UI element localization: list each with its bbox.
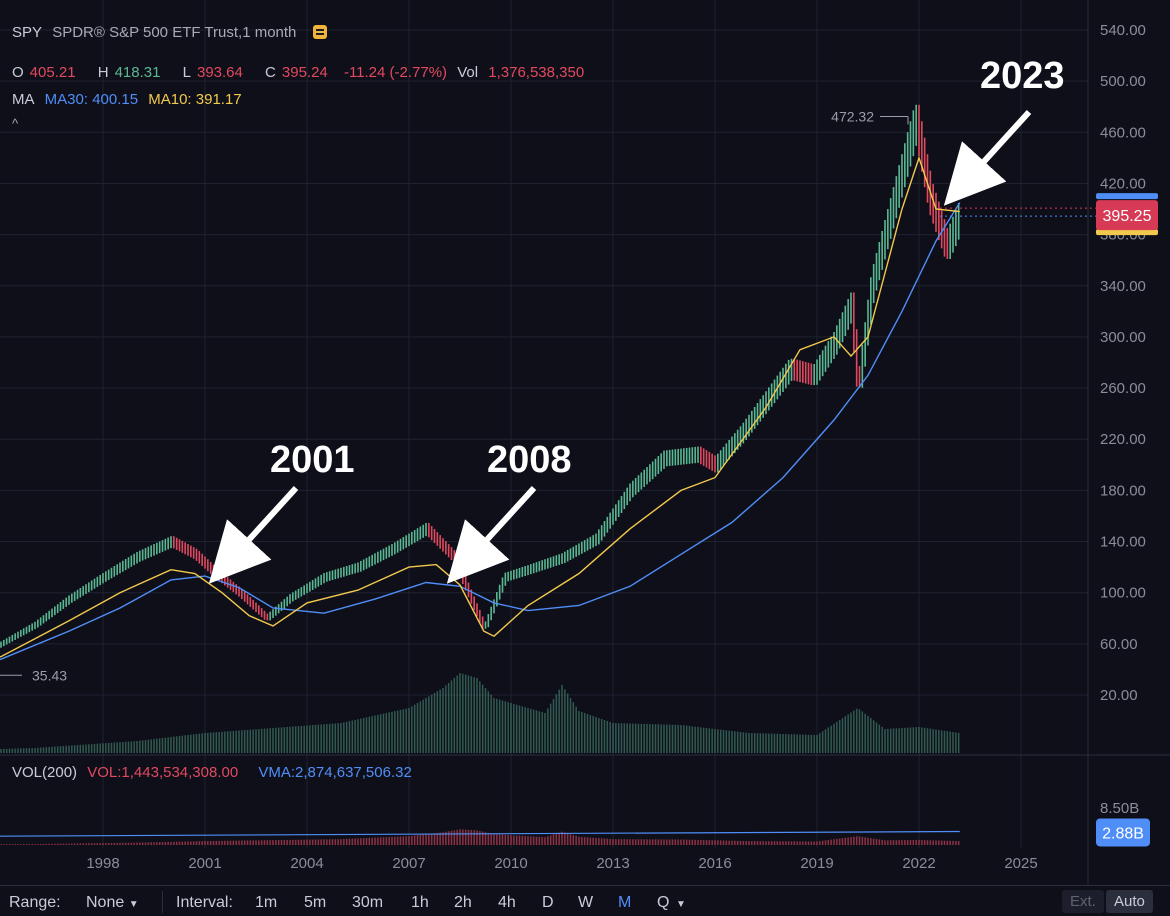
y-tick-label: 180.00 <box>1100 482 1146 499</box>
list-icon[interactable] <box>312 25 327 39</box>
x-tick-label: 2007 <box>392 855 425 872</box>
interval-more-icon[interactable]: ▼ <box>676 899 686 910</box>
low-marker-label: 35.43 <box>32 667 67 683</box>
interval-2h[interactable]: 2h <box>454 894 472 911</box>
volume-legend: VOL(200) VOL:1,443,534,308.00 VMA:2,874,… <box>12 764 418 781</box>
volume-value: VOL:1,443,534,308.00 <box>87 764 239 781</box>
interval-5m[interactable]: 5m <box>304 894 327 911</box>
x-tick-label: 2025 <box>1004 855 1037 872</box>
auto-scale-button[interactable]: Auto <box>1106 890 1153 913</box>
range-value: None <box>86 894 125 911</box>
interval-D[interactable]: D <box>542 894 554 911</box>
ma10-line <box>0 155 960 658</box>
x-tick-label: 2019 <box>800 855 833 872</box>
volume-label: VOL(200) <box>12 764 78 781</box>
annotation-label-2023: 2023 <box>980 55 1065 97</box>
ma-row: MA MA30: 400.15 MA10: 391.17 <box>12 91 248 108</box>
price-badge-label: 395.25 <box>1103 208 1152 225</box>
x-tick-label: 2010 <box>494 855 527 872</box>
toolbar-divider <box>162 891 163 913</box>
symbol[interactable]: SPY <box>12 24 43 41</box>
ma10-price-tag <box>1096 229 1158 236</box>
change-value: -11.24 (-2.77%) <box>343 64 448 81</box>
security-description: SPDR® S&P 500 ETF Trust,1 month <box>52 24 297 41</box>
interval-4h[interactable]: 4h <box>498 894 516 911</box>
ma10-value: MA10: 391.17 <box>148 91 242 108</box>
y-tick-label: 20.00 <box>1100 687 1138 704</box>
low-value: 393.64 <box>196 64 243 81</box>
high-label: H <box>97 64 109 81</box>
high-value: 418.31 <box>114 64 161 81</box>
interval-W[interactable]: W <box>578 894 594 911</box>
y-tick-label: 140.00 <box>1100 534 1146 551</box>
low-label: L <box>182 64 191 81</box>
x-tick-label: 2016 <box>698 855 731 872</box>
interval-M[interactable]: M <box>618 894 632 911</box>
y-tick-label: 60.00 <box>1100 636 1138 653</box>
collapse-legend-icon[interactable]: ^ <box>12 116 19 131</box>
interval-Q[interactable]: Q <box>657 894 670 911</box>
vol-value: 1,376,538,350 <box>488 64 585 81</box>
interval-label: Interval: <box>176 894 233 911</box>
high-marker-label: 472.32 <box>831 109 874 125</box>
price-badge <box>1096 200 1158 231</box>
vol-label: Vol <box>457 64 479 81</box>
y-tick-label: 420.00 <box>1100 175 1146 192</box>
chart-svg: 540.00500.00460.00420.00380.00340.00300.… <box>0 0 1170 885</box>
annotation-arrow <box>943 109 1032 206</box>
annotation-label-2001: 2001 <box>270 439 355 481</box>
chart-header: SPY SPDR® S&P 500 ETF Trust,1 month <box>12 24 333 41</box>
ma30-line <box>0 202 961 661</box>
annotation-label-2008: 2008 <box>487 439 572 481</box>
annotation-arrow <box>446 485 537 584</box>
bottom-toolbar: Range: None ▼ Interval: 1m 5m 30m 1h 2h 4h D W M… <box>0 885 1170 916</box>
y-tick-label: 500.00 <box>1100 73 1146 90</box>
y-tick-label: 460.00 <box>1100 124 1146 141</box>
open-value: 405.21 <box>29 64 76 81</box>
volume-badge <box>1096 818 1150 847</box>
range-select[interactable]: None ▼ <box>86 894 139 912</box>
y-tick-label: 260.00 <box>1100 380 1146 397</box>
ohlc-row: O 405.21 H 418.31 L 393.64 C 395.24 -11.24 (… <box>12 64 590 81</box>
y-tick-label: 540.00 <box>1100 22 1146 39</box>
ma30-price-tag <box>1096 193 1158 200</box>
annotation-arrow <box>208 485 299 584</box>
y-tick-label: 100.00 <box>1100 585 1146 602</box>
vma-value: VMA:2,874,637,506.32 <box>258 764 412 781</box>
range-label: Range: <box>9 894 61 911</box>
x-tick-label: 2013 <box>596 855 629 872</box>
volume-axis-tick: 8.50B <box>1100 800 1139 817</box>
open-label: O <box>12 64 24 81</box>
chevron-down-icon: ▼ <box>128 899 139 910</box>
x-tick-label: 2001 <box>188 855 221 872</box>
x-tick-label: 1998 <box>86 855 119 872</box>
y-tick-label: 340.00 <box>1100 278 1146 295</box>
vma-line <box>0 830 960 837</box>
y-tick-label: 220.00 <box>1100 431 1146 448</box>
ma30-value: MA30: 400.15 <box>44 91 139 108</box>
y-tick-label: 300.00 <box>1100 329 1146 346</box>
ma-label: MA <box>12 91 35 108</box>
extended-hours-button[interactable]: Ext. <box>1062 890 1104 913</box>
interval-30m[interactable]: 30m <box>352 894 384 911</box>
close-label: C <box>265 64 276 81</box>
close-value: 395.24 <box>281 64 328 81</box>
x-tick-label: 2004 <box>290 855 323 872</box>
volume-badge-label: 2.88B <box>1102 825 1144 842</box>
interval-1m[interactable]: 1m <box>255 894 278 911</box>
interval-1h[interactable]: 1h <box>411 894 429 911</box>
x-tick-label: 2022 <box>902 855 935 872</box>
